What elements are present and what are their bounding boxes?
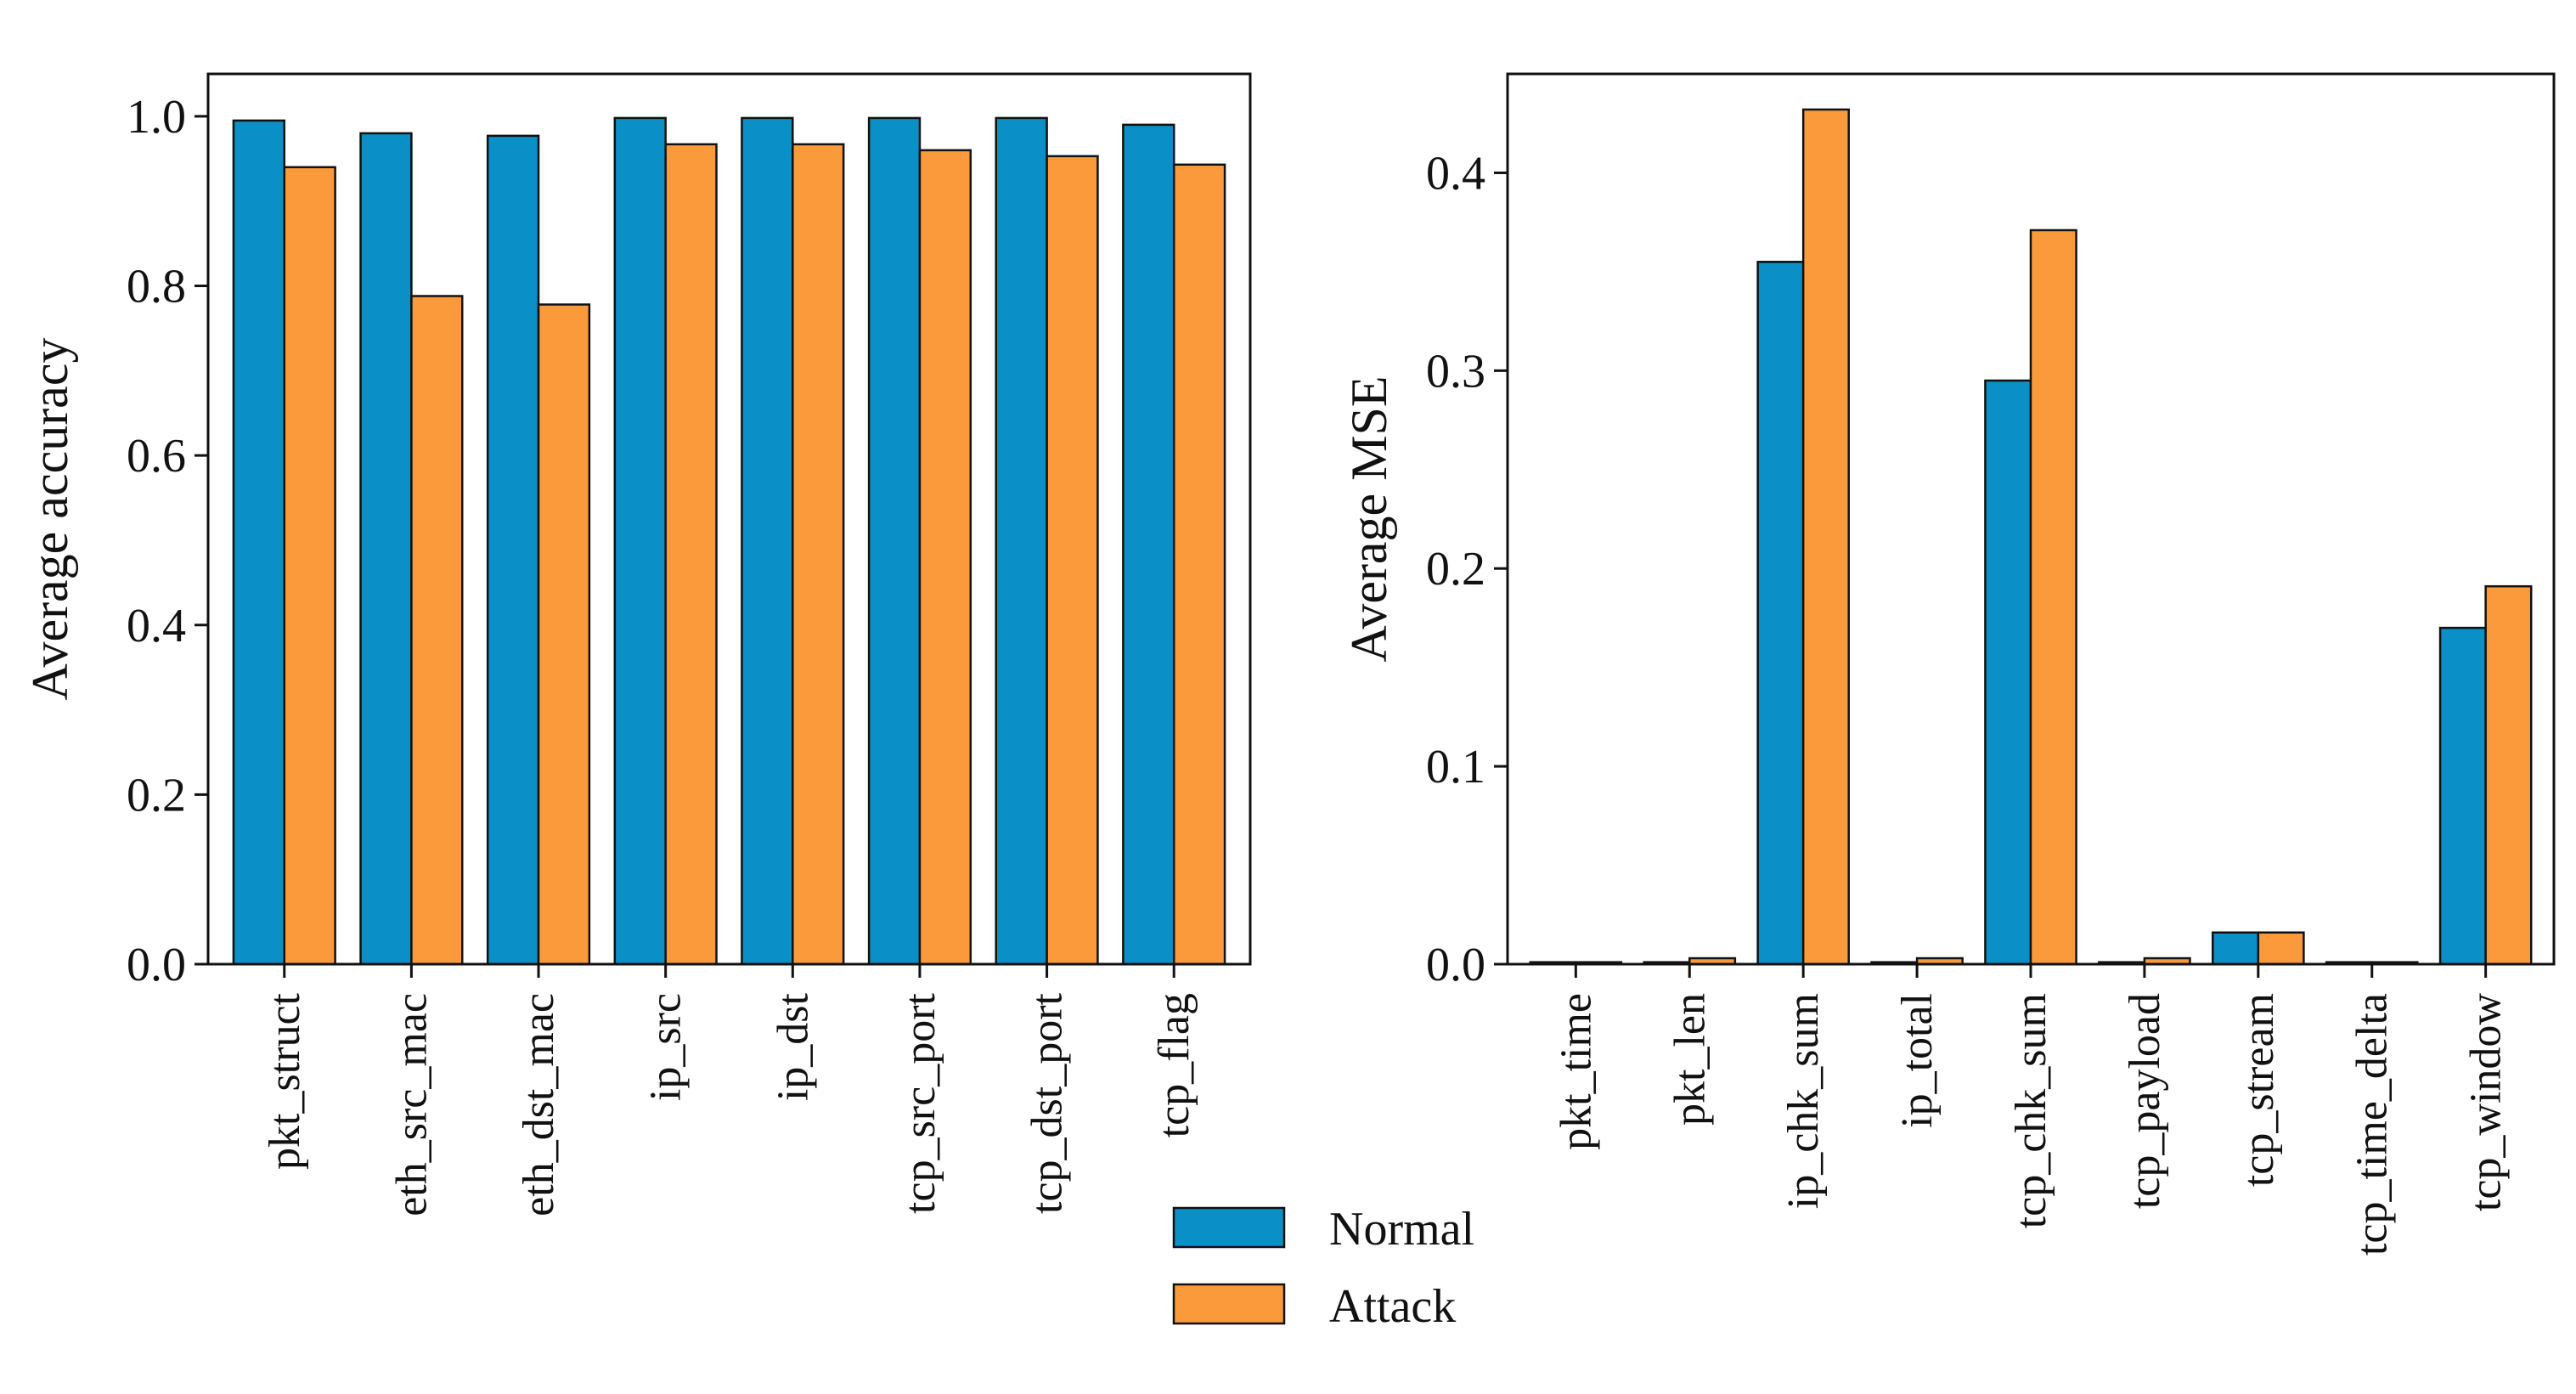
legend-swatch-normal	[1172, 1206, 1286, 1249]
mse-bar-normal-ip-chk-sum	[1756, 260, 1805, 966]
mse-panel: pkt_time pkt_len ip_chk_sum ip_total tcp_chk…	[1341, 72, 2556, 1256]
mse-xtick-label: tcp_window	[2462, 993, 2511, 1212]
mse-ylabel: Average MSE	[1341, 375, 1397, 662]
mse-ytick-label: 0.2	[1426, 543, 1485, 595]
acc-ytick-label: 0.8	[127, 261, 186, 313]
mse-xtick-label: pkt_time	[1552, 993, 1600, 1150]
acc-xtick-label: ip_src	[642, 993, 691, 1101]
legend-label-attack: Attack	[1329, 1280, 1456, 1333]
acc-bar-attack-tcp-flag	[1172, 163, 1226, 966]
acc-bar-normal-ip-dst	[741, 116, 794, 966]
acc-xtick-label: tcp_src_port	[896, 992, 944, 1213]
mse-ytick-label: 0.3	[1426, 345, 1485, 398]
mse-xtick-label: ip_chk_sum	[1779, 993, 1828, 1209]
acc-bar-normal-eth-dst-mac	[486, 134, 540, 966]
mse-ytick-label: 0.1	[1426, 741, 1485, 793]
acc-bar-attack-tcp-src-port	[918, 149, 972, 966]
accuracy-panel: pkt_struct eth_src_mac eth_dst_mac ip_src ip…	[22, 72, 1252, 1216]
mse-bar-attack-tcp-stream	[2257, 931, 2305, 966]
acc-axes-frame	[206, 72, 1252, 966]
acc-xtick-label: eth_dst_mac	[515, 993, 563, 1216]
acc-xtick-label: ip_dst	[769, 992, 817, 1101]
mse-bar-attack-tcp-chk-sum	[2029, 229, 2077, 966]
acc-ytick-label: 0.4	[127, 600, 186, 652]
legend-label-normal: Normal	[1329, 1203, 1474, 1256]
mse-bar-attack-tcp-window	[2484, 584, 2533, 966]
acc-bar-normal-ip-src	[613, 116, 667, 966]
mse-xtick-label: tcp_stream	[2235, 993, 2283, 1187]
acc-bar-attack-ip-dst	[792, 143, 845, 966]
acc-xtick-label: tcp_flag	[1150, 993, 1198, 1137]
acc-ytick-label: 0.2	[127, 769, 186, 821]
mse-ytick-label: 0.4	[1426, 147, 1485, 200]
acc-ytick-label: 0.6	[127, 430, 186, 483]
acc-bar-attack-pkt-struct	[283, 166, 336, 966]
mse-xtick-label: tcp_time_delta	[2348, 993, 2397, 1256]
mse-xtick-label: ip_total	[1893, 993, 1942, 1128]
mse-xtick-label: pkt_len	[1666, 993, 1714, 1126]
acc-bar-normal-tcp-flag	[1122, 123, 1175, 966]
mse-axes-frame	[1506, 72, 2556, 966]
mse-bar-attack-ip-chk-sum	[1801, 108, 1850, 966]
acc-bar-normal-eth-src-mac	[359, 132, 413, 966]
acc-ylabel: Average accuracy	[22, 338, 78, 701]
mse-ytick-label: 0.0	[1426, 939, 1485, 991]
acc-ytick-label: 0.0	[127, 939, 186, 991]
legend-swatch-attack	[1172, 1283, 1286, 1325]
acc-bar-attack-ip-src	[664, 143, 718, 966]
legend: Normal Attack	[1172, 1203, 1474, 1333]
acc-bar-attack-tcp-dst-port	[1046, 155, 1099, 966]
acc-xtick-label: pkt_struct	[261, 992, 309, 1170]
mse-xtick-label: tcp_chk_sum	[2007, 993, 2055, 1228]
mse-bar-normal-tcp-window	[2438, 626, 2487, 966]
acc-bar-normal-tcp-dst-port	[995, 116, 1048, 966]
acc-bar-attack-eth-src-mac	[410, 295, 464, 966]
acc-xtick-label: eth_src_mac	[387, 993, 436, 1216]
mse-bar-normal-tcp-stream	[2212, 931, 2260, 966]
acc-bar-normal-tcp-src-port	[867, 116, 922, 966]
acc-bar-normal-pkt-struct	[232, 119, 286, 966]
acc-xtick-label: tcp_dst_port	[1023, 992, 1072, 1214]
acc-ytick-label: 1.0	[127, 91, 186, 144]
mse-xtick-label: tcp_payload	[2121, 993, 2169, 1209]
acc-bar-attack-eth-dst-mac	[537, 303, 591, 966]
mse-bar-normal-tcp-chk-sum	[1984, 379, 2032, 966]
